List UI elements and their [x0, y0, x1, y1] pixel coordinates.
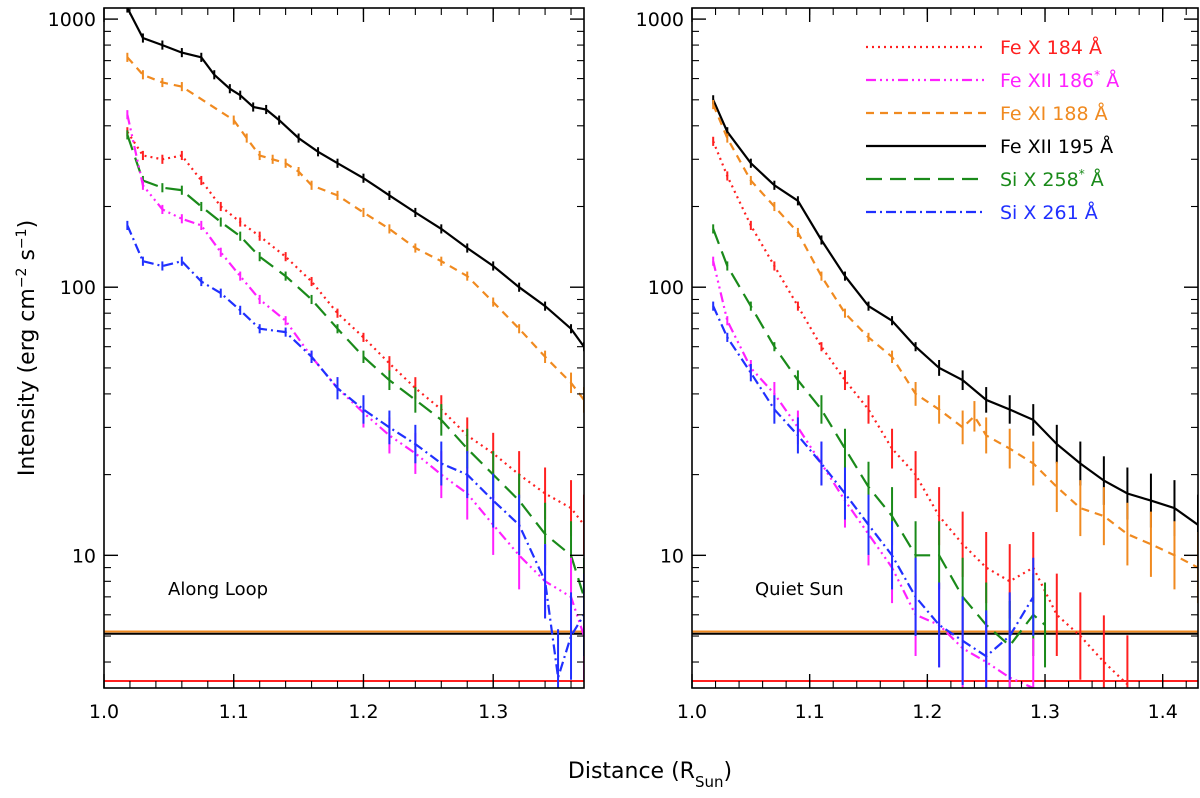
panel-label-quiet-sun: Quiet Sun — [755, 579, 844, 600]
series-line-fe11_188 — [126, 56, 584, 401]
series-line-fe12_195 — [712, 99, 1198, 526]
series-line-si10_261 — [126, 224, 584, 678]
x-tick-label: 1.1 — [795, 701, 825, 723]
x-tick-label: 1.3 — [1030, 701, 1060, 723]
x-tick-label: 1.3 — [478, 701, 508, 723]
x-axis-label: Distance (RSun) — [568, 759, 732, 791]
y-tick-label: 1000 — [636, 9, 684, 31]
x-tick-label: 1.2 — [348, 701, 378, 723]
panel-label-along-loop: Along Loop — [168, 579, 268, 600]
x-tick-label: 1.0 — [677, 701, 707, 723]
x-tick-label: 1.4 — [1148, 701, 1178, 723]
axes-frame-left — [103, 7, 585, 689]
legend-label-si10_258: Si X 258* Å — [1000, 167, 1104, 191]
panel-along-loop: 1.0 1.1 1.2 1.3 10 100 1000 Along Loop — [48, 7, 585, 723]
y-tick-label: 10 — [660, 545, 684, 567]
y-tick-label: 100 — [60, 277, 96, 299]
series-line-fe10_184 — [126, 131, 584, 526]
x-tick-label: 1.1 — [219, 701, 249, 723]
x-tick-label: 1.2 — [912, 701, 942, 723]
series-line-fe12_195 — [126, 8, 584, 348]
panel-quiet-sun: 1.0 1.1 1.2 1.3 1.4 10 100 1000 Quiet Sun — [636, 7, 1199, 723]
series-line-fe12_186 — [712, 260, 1034, 688]
axes-frame-right — [691, 7, 1199, 689]
y-tick-label: 10 — [72, 545, 96, 567]
legend-label-fe10_184: Fe X 184 Å — [1000, 36, 1102, 59]
legend-label-si10_261: Si X 261 Å — [1000, 201, 1098, 224]
legend: Fe X 184 Å Fe XII 186* Å Fe XI 188 Å Fe XII… — [866, 36, 1119, 224]
x-tick-label: 1.0 — [89, 701, 119, 723]
legend-label-fe11_188: Fe XI 188 Å — [1000, 102, 1108, 125]
series-line-fe11_188 — [712, 104, 1198, 569]
y-tick-label: 100 — [648, 277, 684, 299]
y-axis-label: Intensity (erg cm−2 s−1) — [14, 220, 40, 476]
y-tick-label: 1000 — [48, 9, 96, 31]
series-line-si10_258 — [126, 134, 584, 598]
legend-label-fe12_186: Fe XII 186* Å — [1000, 68, 1119, 92]
series-line-fe12_186 — [126, 114, 584, 637]
series-line-si10_258 — [712, 228, 1046, 648]
legend-label-fe12_195: Fe XII 195 Å — [1000, 135, 1113, 158]
